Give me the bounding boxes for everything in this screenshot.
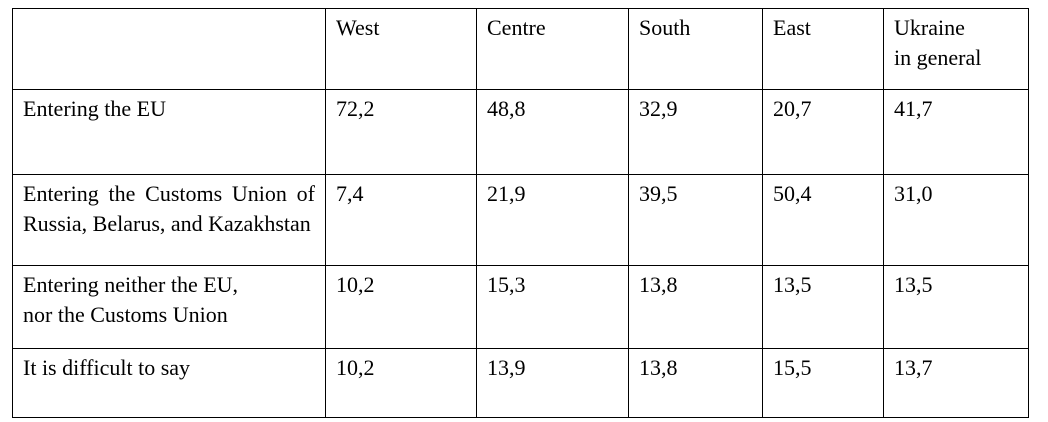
header-row: West Centre South East Ukraine in general [12, 8, 1029, 90]
value-cell: 21,9 [476, 174, 629, 266]
value-cell: 15,3 [476, 265, 629, 349]
value-cell: 20,7 [762, 89, 884, 175]
row-label: Entering the Customs Union of Russia, Be… [12, 174, 326, 266]
header-cell: Ukraine in general [883, 8, 1029, 90]
value-cell: 31,0 [883, 174, 1029, 266]
value-cell: 32,9 [628, 89, 763, 175]
row-label: Entering the EU [12, 89, 326, 175]
header-cell [12, 8, 326, 90]
value-cell: 13,9 [476, 348, 629, 418]
value-cell: 10,2 [325, 348, 477, 418]
header-cell: Centre [476, 8, 629, 90]
value-cell: 48,8 [476, 89, 629, 175]
header-cell: South [628, 8, 763, 90]
value-cell: 39,5 [628, 174, 763, 266]
table-body: West Centre South East Ukraine in general Ent… [12, 8, 1029, 418]
header-cell: East [762, 8, 884, 90]
data-row: Entering neither the EU, nor the Customs… [12, 265, 1029, 349]
value-cell: 13,5 [762, 265, 884, 349]
data-row: Entering the Customs Union of Russia, Be… [12, 174, 1029, 266]
row-label: It is difficult to say [12, 348, 326, 418]
value-cell: 13,8 [628, 265, 763, 349]
value-cell: 13,7 [883, 348, 1029, 418]
data-row: Entering the EU 72,2 48,8 32,9 20,7 41,7 [12, 89, 1029, 175]
value-cell: 72,2 [325, 89, 477, 175]
data-table: West Centre South East Ukraine in general Ent… [12, 8, 1029, 418]
row-label: Entering neither the EU, nor the Customs… [12, 265, 326, 349]
value-cell: 13,5 [883, 265, 1029, 349]
value-cell: 50,4 [762, 174, 884, 266]
value-cell: 13,8 [628, 348, 763, 418]
header-cell: West [325, 8, 477, 90]
value-cell: 41,7 [883, 89, 1029, 175]
data-row: It is difficult to say 10,2 13,9 13,8 15,5 13… [12, 348, 1029, 418]
value-cell: 7,4 [325, 174, 477, 266]
value-cell: 15,5 [762, 348, 884, 418]
value-cell: 10,2 [325, 265, 477, 349]
